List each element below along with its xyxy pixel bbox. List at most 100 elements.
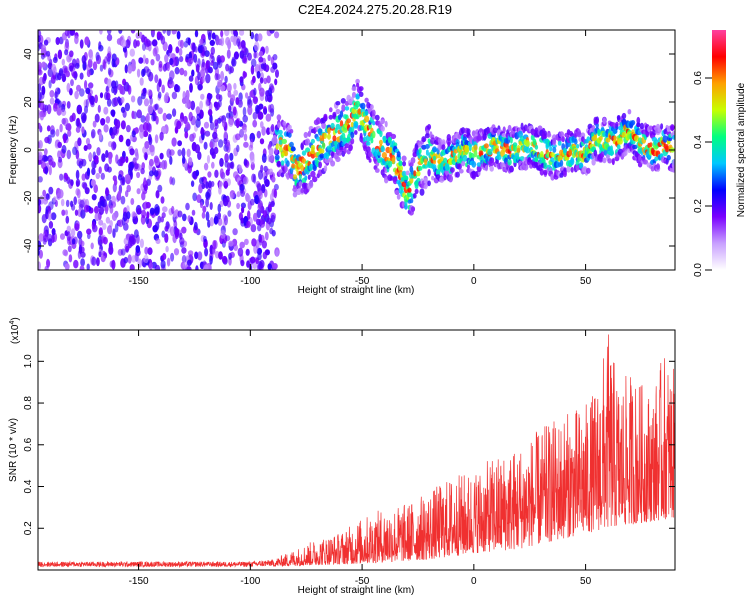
heatmap-cell [155,238,161,245]
heatmap-cell [209,39,215,47]
heatmap-cell [186,266,192,270]
heatmap-cell [253,244,258,254]
heatmap-cell [203,121,210,129]
heatmap-x-ticks: -150 -100 -50 0 50 [129,30,592,287]
heatmap-cell [47,68,53,78]
snr-y-ticks: 0.2 0.4 0.6 0.8 1.0 [23,354,675,535]
heatmap-cell [153,170,159,177]
heatmap-cell [130,198,135,205]
heatmap-cell [84,36,90,46]
heatmap-cell [384,120,388,128]
heatmap-cell [310,149,315,155]
heatmap-cell [281,138,287,145]
heatmap-cell [462,154,468,162]
heatmap-cell [502,126,506,134]
heatmap-cell [389,176,394,181]
heatmap-cell [276,161,281,167]
heatmap-cell [86,263,90,270]
heatmap-cell [327,133,331,140]
heatmap-cell [213,136,219,143]
heatmap-cell [260,164,264,174]
heatmap-cell [235,118,240,129]
heatmap-cell [346,118,352,124]
heatmap-cell [563,148,567,154]
heatmap-cell [169,58,174,66]
heatmap-cell [146,211,150,219]
heatmap-cell [61,58,65,66]
heatmap-cell [435,170,441,176]
heatmap-cell [62,65,68,74]
heatmap-cell [266,75,271,84]
colorbar-label: Normalized spectral amplitude [736,82,747,217]
heatmap-cell [48,221,54,229]
heatmap-cell [148,133,152,143]
heatmap-cell [446,134,451,141]
colorbar-tick-label: 0.2 [693,199,704,213]
heatmap-cell [418,147,422,154]
heatmap-cell [159,33,164,41]
heatmap-cell [265,90,270,97]
heatmap-cell [140,115,146,123]
heatmap-cell [350,138,355,145]
heatmap-cell [238,164,243,174]
heatmap-cell [113,178,118,186]
heatmap-cell [232,106,237,116]
heatmap-cell [176,120,182,130]
heatmap-cell [55,128,60,137]
heatmap-cell [206,154,211,164]
heatmap-cell [380,146,385,153]
heatmap-cell [192,192,198,202]
heatmap-cell [350,121,354,128]
heatmap-cell [595,118,599,125]
heatmap-cell [204,247,209,257]
heatmap-cell [291,163,296,169]
heatmap-cell [118,30,123,34]
heatmap-cell [304,175,308,181]
heatmap-cell [113,85,117,96]
heatmap-cell [252,96,259,104]
figure-title: C2E4.2024.275.20.28.R19 [298,2,452,17]
heatmap-cell [672,135,675,140]
heatmap-cell [267,153,273,163]
heatmap-cell [207,109,213,116]
heatmap-cell [169,226,175,237]
heatmap-cell [174,67,180,75]
heatmap-cell [287,124,292,130]
heatmap-cell [543,130,548,137]
heatmap-cell [576,131,582,138]
heatmap-cell [534,157,539,163]
heatmap-cell [136,188,141,195]
heatmap-cell [39,110,45,121]
heatmap-cell [71,238,76,245]
heatmap-cell [549,146,553,152]
heatmap-cell [319,153,325,159]
heatmap-cell [207,171,212,178]
heatmap-cell [47,211,52,221]
heatmap-cell [56,106,62,116]
heatmap-cell [92,151,97,160]
heatmap-cell [109,260,114,268]
heatmap-cell [70,228,76,237]
heatmap-cell [68,254,73,263]
heatmap-cell [106,78,112,89]
heatmap-cell [557,140,562,146]
heatmap-cell [199,177,204,185]
heatmap-cell [245,248,250,256]
heatmap-cell [323,132,327,139]
heatmap-cell [64,30,70,37]
heatmap-cell [335,156,341,163]
heatmap-cell [64,209,68,216]
heatmap-cell [224,215,228,226]
heatmap-cell [398,165,403,172]
heatmap-cell [239,30,245,36]
heatmap-cell [266,217,272,225]
heatmap-cell [124,102,130,112]
heatmap-cell [174,84,179,93]
heatmap-cell [141,191,146,201]
heatmap-cell [332,135,337,142]
heatmap-cell [55,72,59,81]
heatmap-cell [251,238,257,247]
heatmap-cell [177,149,182,157]
heatmap-cell [289,173,294,180]
heatmap-cell [125,156,129,164]
